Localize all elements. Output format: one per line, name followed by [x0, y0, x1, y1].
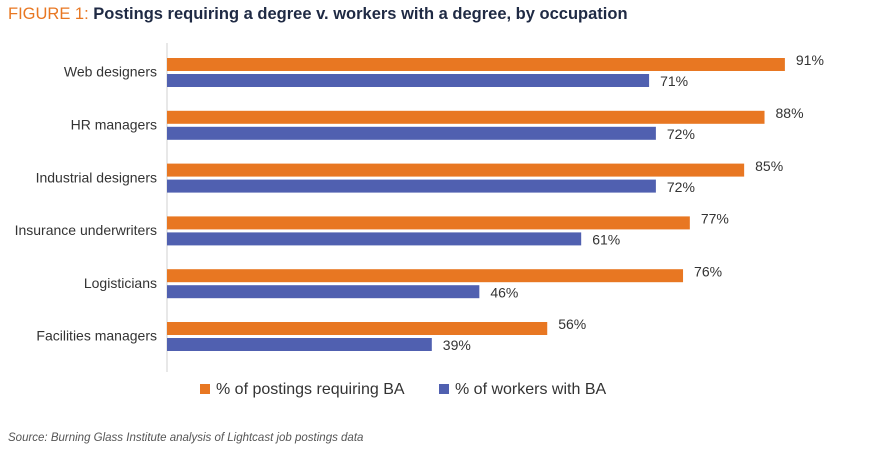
- category-label-hr-managers: HR managers: [71, 117, 157, 133]
- bar-postings-insurance-underwriters: [167, 216, 690, 230]
- figure-number: FIGURE 1:: [8, 5, 89, 23]
- bar-workers-web-designers: [167, 74, 650, 87]
- value-label-postings-insurance-underwriters: 77%: [701, 211, 729, 227]
- bar-workers-facilities-managers: [167, 338, 432, 351]
- category-label-industrial-designers: Industrial designers: [36, 169, 157, 185]
- value-label-postings-logisticians: 76%: [694, 263, 722, 279]
- value-label-workers-web-designers: 71%: [660, 73, 688, 89]
- bar-workers-insurance-underwriters: [167, 232, 582, 246]
- legend-swatch-postings: [200, 384, 210, 394]
- value-label-workers-hr-managers: 72%: [667, 126, 695, 142]
- value-label-postings-facilities-managers: 56%: [558, 316, 586, 332]
- value-label-workers-logisticians: 46%: [490, 284, 518, 300]
- category-label-logisticians: Logisticians: [84, 275, 157, 291]
- category-label-web-designers: Web designers: [64, 64, 157, 80]
- legend: % of postings requiring BA % of workers w…: [200, 381, 606, 398]
- bar-postings-facilities-managers: [167, 322, 548, 335]
- value-label-postings-industrial-designers: 85%: [755, 158, 783, 174]
- category-label-insurance-underwriters: Insurance underwriters: [15, 222, 157, 238]
- legend-label-workers: % of workers with BA: [455, 381, 606, 398]
- bar-postings-web-designers: [167, 58, 785, 71]
- source-note: Source: Burning Glass Institute analysis…: [8, 432, 364, 444]
- legend-label-postings: % of postings requiring BA: [216, 381, 405, 398]
- value-label-workers-insurance-underwriters: 61%: [592, 232, 620, 248]
- chart-title: FIGURE 1: Postings requiring a degree v.…: [8, 4, 628, 24]
- value-label-postings-web-designers: 91%: [796, 52, 824, 68]
- title-text: Postings requiring a degree v. workers w…: [93, 5, 628, 23]
- bar-postings-hr-managers: [167, 110, 765, 124]
- value-label-postings-hr-managers: 88%: [776, 105, 804, 121]
- value-label-workers-industrial-designers: 72%: [667, 179, 695, 195]
- bar-postings-logisticians: [167, 269, 684, 283]
- bar-workers-industrial-designers: [167, 179, 656, 193]
- bars-group: Web designers 91% 71% HR managers 88% 72% Indu…: [15, 52, 824, 353]
- value-label-workers-facilities-managers: 39%: [443, 337, 471, 353]
- category-label-facilities-managers: Facilities managers: [36, 328, 157, 344]
- bar-workers-hr-managers: [167, 126, 656, 140]
- bar-workers-logisticians: [167, 285, 480, 299]
- legend-swatch-workers: [439, 384, 449, 394]
- bar-postings-industrial-designers: [167, 163, 745, 177]
